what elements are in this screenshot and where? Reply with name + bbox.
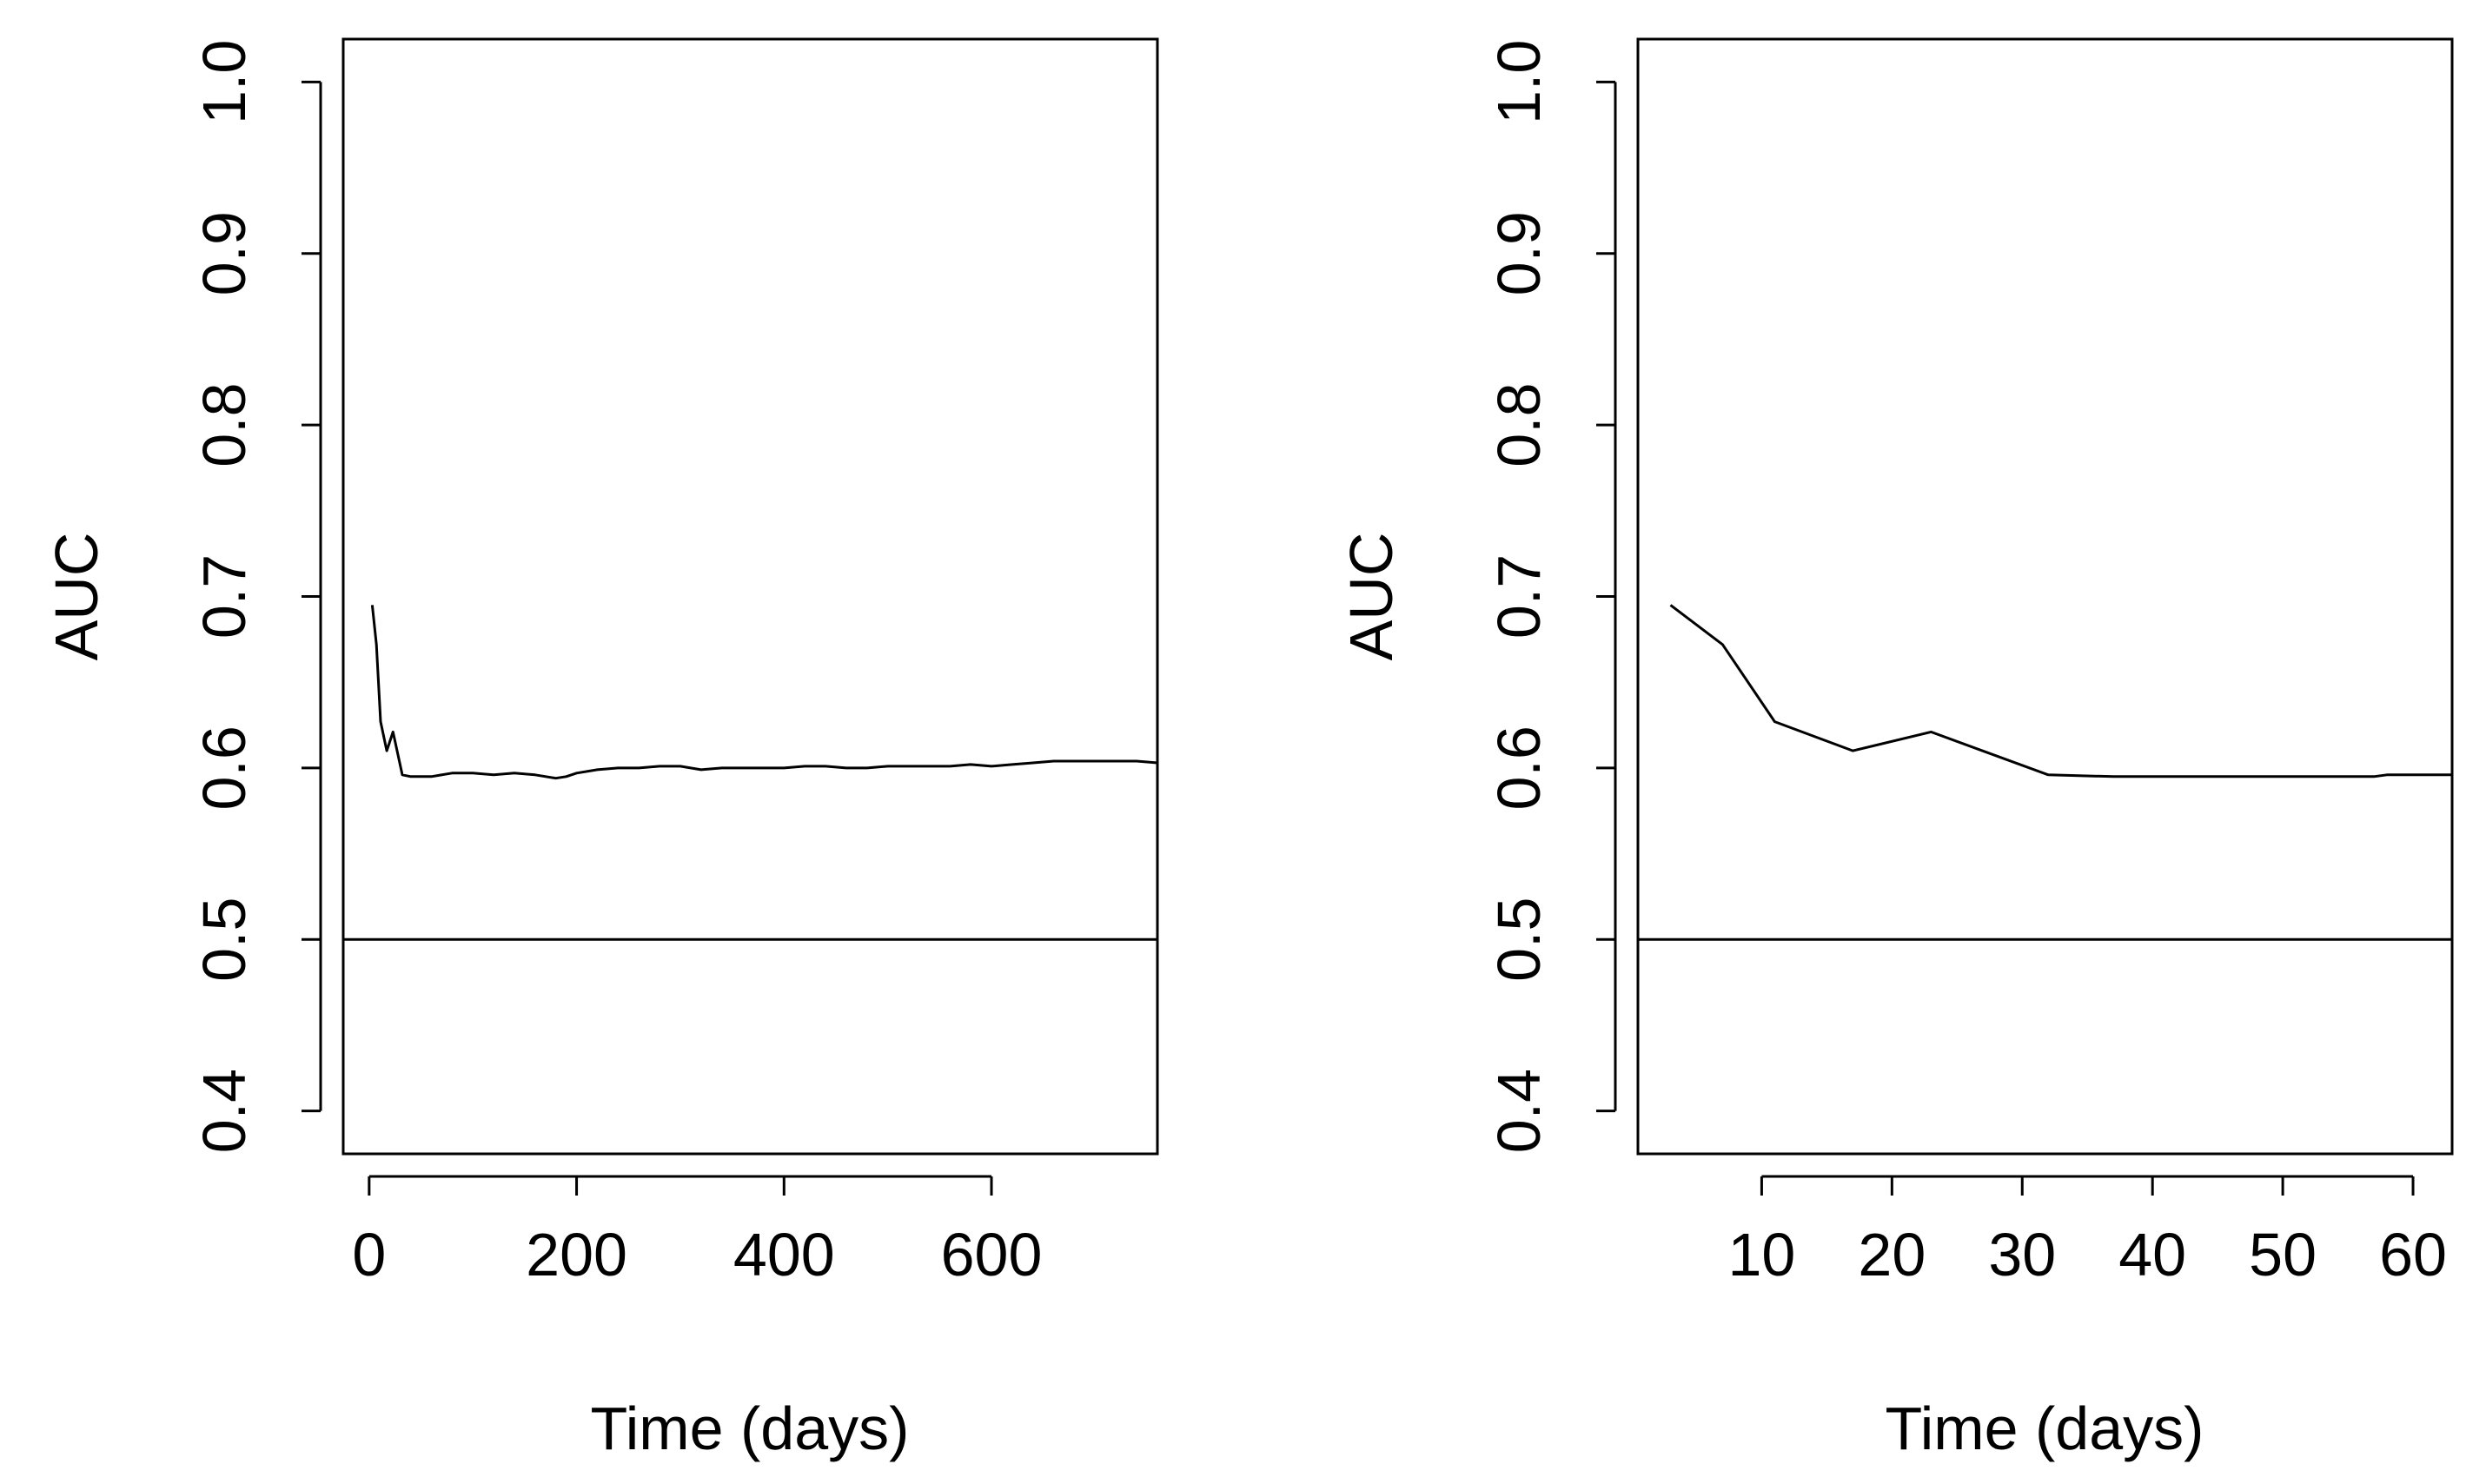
chart-1-x-tick-label: 20 bbox=[1858, 1221, 1926, 1289]
chart-1-x-tick-label: 10 bbox=[1727, 1221, 1795, 1289]
chart-0-x-tick-label: 0 bbox=[352, 1221, 386, 1289]
chart-0-x-tick-label: 600 bbox=[941, 1221, 1043, 1289]
chart-1-y-tick-label: 0.7 bbox=[1485, 554, 1553, 639]
chart-1-y-tick-label: 1.0 bbox=[1485, 40, 1553, 124]
right-panel: 0.4 0.5 0.6 0.7 0.8 0.9 1.0 10 20 30 40 50 60 Time (d… bbox=[1337, 37, 2454, 1462]
chart-1-y-tick-label: 0.8 bbox=[1485, 382, 1553, 467]
chart-1-y-axis-title: AUC bbox=[1337, 533, 1405, 661]
chart-1-series-line-0 bbox=[1669, 604, 2452, 778]
chart-0-y-tick-label: 0.7 bbox=[190, 554, 258, 639]
chart-0-x-axis-title: Time (days) bbox=[591, 1395, 910, 1462]
chart-1-y-tick-label: 0.4 bbox=[1485, 1069, 1553, 1153]
chart-0-series-line-0 bbox=[370, 605, 1157, 780]
chart-1-x-tick-label: 40 bbox=[2118, 1221, 2186, 1289]
chart-0-y-tick-label: 0.9 bbox=[190, 211, 258, 295]
chart-1-x-tick-label: 60 bbox=[2379, 1221, 2447, 1289]
chart-1-y-tick-label: 0.5 bbox=[1485, 898, 1553, 982]
chart-1-x-tick-label: 30 bbox=[1988, 1221, 2056, 1289]
chart-0-y-tick-label: 0.8 bbox=[190, 382, 258, 467]
chart-0-y-axis-title: AUC bbox=[43, 533, 110, 661]
chart-0-x-tick-label: 400 bbox=[733, 1221, 835, 1289]
chart-1-x-tick-label: 50 bbox=[2249, 1221, 2317, 1289]
chart-1-y-tick-label: 0.6 bbox=[1485, 725, 1553, 810]
chart-0-plot-frame bbox=[341, 37, 1159, 1156]
chart-1-y-tick-label: 0.9 bbox=[1485, 211, 1553, 295]
chart-0-y-tick-label: 0.5 bbox=[190, 898, 258, 982]
chart-0-y-tick-label: 0.6 bbox=[190, 725, 258, 810]
chart-0-x-tick-label: 200 bbox=[526, 1221, 627, 1289]
chart-0-y-tick-label: 0.4 bbox=[190, 1069, 258, 1153]
chart-1-plot-frame bbox=[1636, 37, 2454, 1156]
chart-0-y-tick-label: 1.0 bbox=[190, 40, 258, 124]
chart-1-x-axis-title: Time (days) bbox=[1886, 1395, 2204, 1462]
left-panel: 0.4 0.5 0.6 0.7 0.8 0.9 1.0 0 200 400 600 Time (day… bbox=[43, 37, 1159, 1462]
